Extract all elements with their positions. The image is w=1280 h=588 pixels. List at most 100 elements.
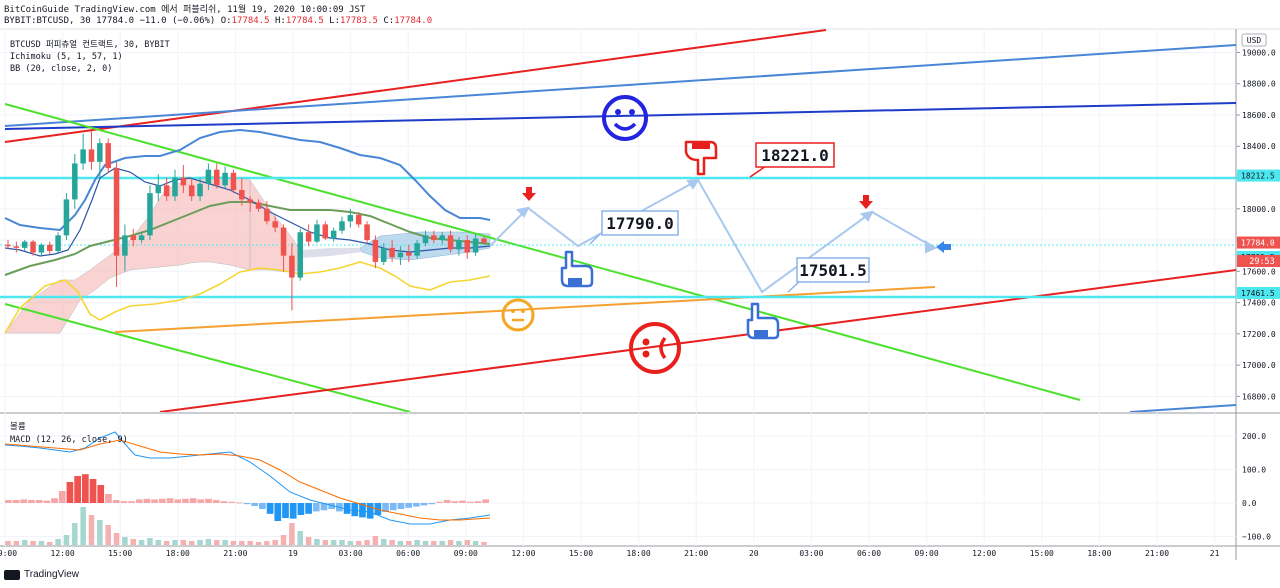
macd-bar: [251, 503, 259, 506]
macd-bar: [51, 498, 58, 503]
close-label: C:: [383, 16, 395, 26]
macd-axis[interactable]: 200.0 100.0 0.0 −100.0: [1242, 432, 1271, 542]
volume-bar: [431, 541, 437, 545]
legend-main[interactable]: BTCUSD 퍼피츄얼 컨트랙트, 30, BYBIT: [10, 39, 170, 50]
candle-body: [21, 241, 28, 248]
volume-bar: [247, 541, 253, 545]
red-support-trendline[interactable]: [159, 269, 1236, 412]
volume-bar: [414, 540, 420, 545]
price-value: 17784.0: [96, 16, 135, 26]
orange-trendline[interactable]: [114, 286, 936, 333]
macd-bar: [343, 503, 351, 514]
green-upper-trendline[interactable]: [4, 103, 1081, 401]
macd-bar: [12, 500, 20, 503]
candle-body: [280, 227, 287, 256]
time-tick-label: 21:00: [684, 549, 708, 558]
time-tick-label: 21: [1210, 549, 1220, 558]
callout-label: 17501.5: [799, 261, 866, 280]
candle-body: [163, 185, 170, 197]
macd-bar: [328, 503, 336, 509]
macd-bar: [474, 501, 482, 503]
low-value: 17783.5: [340, 16, 378, 26]
tradingview-footer[interactable]: TradingView: [4, 569, 79, 580]
macd-bar: [197, 499, 205, 503]
projection-arrowhead-2: [686, 178, 700, 190]
volume-bar: [155, 540, 162, 545]
macd-bar: [120, 501, 128, 503]
candle-body: [105, 143, 111, 169]
time-tick-label: 09:00: [0, 549, 17, 558]
legend-bb[interactable]: BB (20, close, 2, 0): [10, 64, 112, 74]
left-arrow-icon: [936, 241, 951, 253]
volume-bar: [397, 541, 404, 545]
candle-body: [272, 221, 278, 228]
tradingview-logo-icon: [4, 569, 20, 580]
legend-volume[interactable]: 볼륨: [10, 421, 26, 432]
volume-bar: [272, 540, 278, 545]
lightblue-upper-trendline[interactable]: [4, 44, 1236, 127]
callout-18221[interactable]: 18221.0: [749, 142, 835, 178]
time-tick-label: 20: [749, 549, 759, 558]
projection-arrowhead-4: [925, 240, 938, 254]
low-label: L:: [329, 16, 341, 26]
time-tick-label: 12:00: [972, 549, 996, 558]
candle-body: [347, 215, 354, 222]
volume-bar: [88, 515, 95, 545]
volume-bar: [406, 541, 412, 545]
volume-bar: [447, 540, 454, 545]
indicators: [4, 128, 491, 334]
macd-bar: [282, 503, 289, 518]
red-upper-trendline[interactable]: [4, 29, 827, 143]
projection-arrowhead-1: [515, 206, 530, 218]
macd-bar: [243, 503, 251, 505]
macd-tick-label: −100.0: [1242, 533, 1271, 542]
candle-body: [72, 163, 78, 200]
callout-17790[interactable]: 17790.0: [589, 210, 679, 245]
candle-body: [205, 169, 212, 184]
legend-macd[interactable]: MACD (12, 26, close, 9): [10, 435, 128, 445]
time-tick-label: 06:00: [857, 549, 881, 558]
volume-bar: [188, 541, 195, 545]
pointing-hand-icon: [746, 302, 780, 340]
volume-bar: [197, 540, 203, 545]
candle-body: [297, 232, 303, 278]
candle-body: [30, 241, 36, 253]
callout-17501[interactable]: 17501.5: [787, 257, 870, 293]
lightblue-lower-trendline[interactable]: [1129, 404, 1236, 412]
time-tick-label: 15:00: [108, 549, 132, 558]
volume-bar: [239, 541, 245, 545]
red-down-arrows: [522, 187, 873, 209]
price-label-text: 17461.5: [1241, 289, 1275, 298]
high-value: 17784.5: [285, 16, 324, 26]
time-tick-label: 19: [288, 549, 298, 558]
price-axis[interactable]: 19000.018800.018600.018400.018200.018000…: [1236, 48, 1280, 401]
legend-ichimoku[interactable]: Ichimoku (5, 1, 57, 1): [10, 52, 123, 62]
macd-bar: [266, 503, 274, 514]
candle-body: [364, 224, 370, 241]
candle-body: [255, 202, 262, 209]
time-tick-label: 15:00: [1030, 549, 1054, 558]
volume-bar: [205, 539, 212, 545]
price-tick-label: 18800.0: [1242, 80, 1276, 89]
green-lower-trendline[interactable]: [4, 303, 411, 412]
candle-body: [147, 193, 153, 236]
time-tick-label: 18:00: [627, 549, 651, 558]
blue-resistance-trendline[interactable]: [4, 102, 1236, 130]
volume-bar: [381, 539, 387, 545]
price-label-badge: [1237, 286, 1280, 299]
candle-body: [431, 235, 437, 241]
volume-bar: [55, 539, 61, 545]
symbol-label[interactable]: BYBIT:BTCUSD, 30: [4, 16, 91, 26]
volume-bar: [38, 541, 45, 545]
bb-upper-line: [4, 128, 491, 232]
currency-badge[interactable]: USD: [1241, 33, 1267, 47]
volume-bar: [389, 540, 395, 545]
volume-bar: [172, 540, 178, 545]
time-axis[interactable]: 09:00 12:00 15:00 18:00 21:00 19 03:00 06:00 09:…: [0, 549, 1220, 558]
volume-bar: [372, 536, 379, 545]
candle-body: [422, 235, 429, 244]
macd-bar: [128, 501, 135, 503]
volume-bar: [130, 539, 136, 545]
time-tick-label: 18:00: [166, 549, 190, 558]
